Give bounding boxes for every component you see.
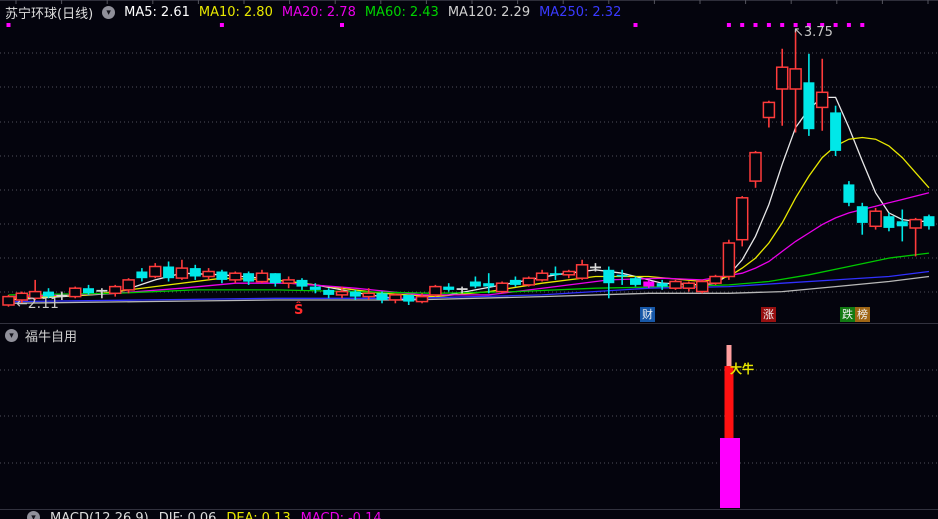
ma20-value: 2.78 — [326, 5, 356, 20]
ma10-readout: MA10: 2.80 — [199, 5, 273, 20]
ma-line-MA120 — [8, 275, 930, 304]
macd-label: MACD: — [300, 511, 344, 519]
dea-label: DEA: — [226, 511, 258, 519]
dea-readout: DEA: 0.13 — [226, 511, 290, 519]
panel2-gridlines — [0, 369, 938, 464]
ma-line-MA5 — [8, 96, 929, 301]
ma5-readout: MA5: 2.61 — [124, 5, 190, 20]
indicator-panel-header: ▾ 福牛自用 — [5, 326, 77, 345]
big-bull-signal-label: 大牛 — [730, 362, 755, 376]
ma60-value: 2.43 — [409, 5, 439, 20]
low-price-annotation: ←2.11 — [16, 296, 59, 312]
signal-bars — [720, 345, 740, 508]
hotlink-ranking[interactable]: 榜 — [855, 307, 870, 322]
hotlink-gainers[interactable]: 涨 — [761, 307, 776, 322]
ma60-label: MA60: — [364, 5, 406, 20]
indicator-panel-title[interactable]: 福牛自用 — [25, 330, 78, 345]
dif-label: DIF: — [158, 511, 184, 519]
high-price-annotation: ↖3.75 — [793, 25, 833, 40]
macd-title[interactable]: MACD(12,26,9) — [50, 511, 149, 519]
ma10-value: 2.80 — [243, 5, 273, 20]
ma-line-MA20 — [8, 192, 930, 298]
dea-value: 0.13 — [261, 511, 291, 519]
ma5-value: 2.61 — [160, 5, 190, 20]
ma20-label: MA20: — [281, 5, 323, 20]
main-chart-header: 苏宁环球(日线) ▾ MA5: 2.61 MA10: 2.80 MA20: 2.… — [5, 3, 621, 22]
signal-dots — [6, 23, 865, 27]
ma10-label: MA10: — [198, 5, 240, 20]
ma250-readout: MA250: 2.32 — [539, 5, 621, 20]
chevron-down-icon[interactable]: ▾ — [102, 6, 116, 19]
macd-panel-header: ▾ MACD(12,26,9) DIF: 0.06 DEA: 0.13 MACD… — [27, 511, 382, 519]
candles-layer — [2, 30, 935, 307]
low-price-label: 2.11 — [27, 296, 59, 312]
top-ruler — [0, 0, 938, 4]
ma20-readout: MA20: 2.78 — [282, 5, 356, 20]
chevron-down-icon[interactable]: ▾ — [5, 329, 18, 342]
high-arrow-icon: ↖ — [793, 25, 804, 40]
ma-line-MA60 — [8, 252, 930, 296]
macd-value: -0.14 — [347, 511, 382, 519]
ma120-label: MA120: — [447, 5, 498, 20]
hotlink-losers[interactable]: 跌 — [840, 307, 855, 322]
sell-marker: Ŝ — [294, 303, 304, 318]
ma120-value: 2.29 — [501, 5, 531, 20]
low-arrow-icon: ← — [16, 296, 28, 312]
macd-readout: MACD: -0.14 — [301, 511, 382, 519]
ma250-label: MA250: — [539, 5, 589, 20]
stock-title[interactable]: 苏宁环球(日线) — [5, 7, 94, 22]
ma250-value: 2.32 — [592, 5, 622, 20]
high-price-label: 3.75 — [803, 25, 833, 40]
ma5-label: MA5: — [124, 5, 157, 20]
ma120-readout: MA120: 2.29 — [448, 5, 530, 20]
dif-value: 0.06 — [187, 511, 217, 519]
ma60-readout: MA60: 2.43 — [365, 5, 439, 20]
chevron-down-icon[interactable]: ▾ — [27, 511, 40, 519]
dif-readout: DIF: 0.06 — [159, 511, 217, 519]
hotlink-finance[interactable]: 财 — [640, 307, 655, 322]
ma-lines — [8, 96, 930, 304]
